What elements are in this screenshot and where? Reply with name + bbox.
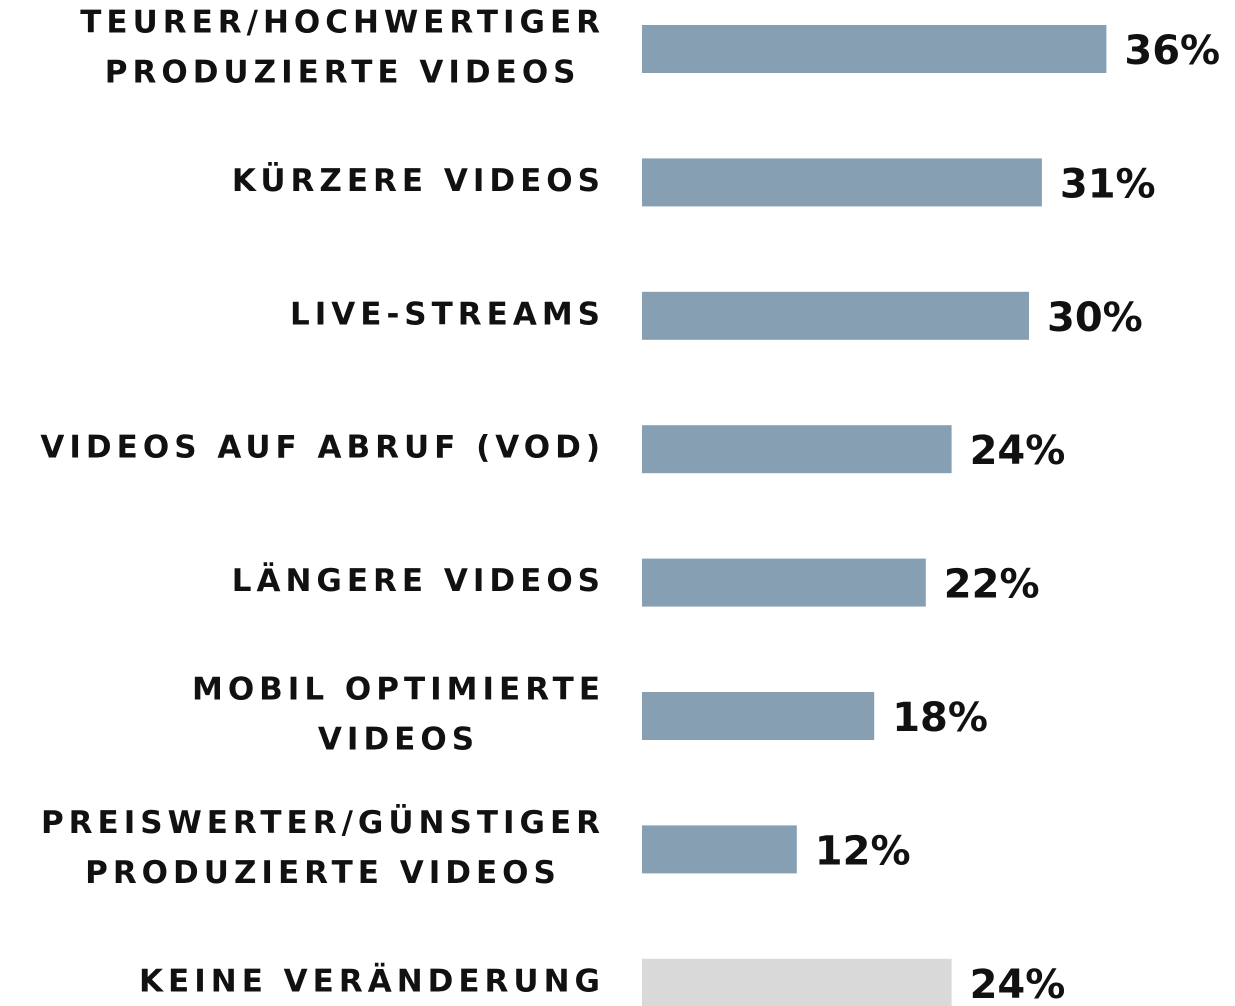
category-label: KEINE VERÄNDERUNG [139, 963, 605, 999]
value-label: 36% [1124, 28, 1220, 74]
bar [642, 692, 875, 740]
category-label: VIDEOS [318, 722, 479, 758]
bar [642, 825, 797, 874]
category-label: LIVE-STREAMS [290, 296, 605, 332]
category-label: LÄNGERE VIDEOS [232, 563, 605, 599]
value-label: 12% [815, 828, 911, 874]
value-label: 18% [892, 695, 988, 741]
value-label: 22% [944, 562, 1040, 608]
value-label: 31% [1060, 161, 1156, 207]
value-label: 24% [970, 962, 1066, 1006]
category-label: MOBIL OPTIMIERTE [192, 672, 605, 708]
value-label: 24% [970, 428, 1066, 474]
category-label: TEURER/HOCHWERTIGER [80, 5, 605, 41]
category-label: PREISWERTER/GÜNSTIGER [41, 804, 605, 841]
category-label: PRODUZIERTE VIDEOS [105, 55, 581, 91]
bar [642, 291, 1029, 340]
bar [642, 425, 952, 474]
category-label: KÜRZERE VIDEOS [232, 162, 605, 199]
category-label: PRODUZIERTE VIDEOS [85, 855, 561, 891]
bar [642, 158, 1042, 207]
value-label: 30% [1047, 295, 1143, 341]
bar [642, 958, 952, 1006]
category-label: VIDEOS AUF ABRUF (VOD) [40, 430, 605, 466]
bar [642, 25, 1107, 73]
bar [642, 558, 926, 607]
